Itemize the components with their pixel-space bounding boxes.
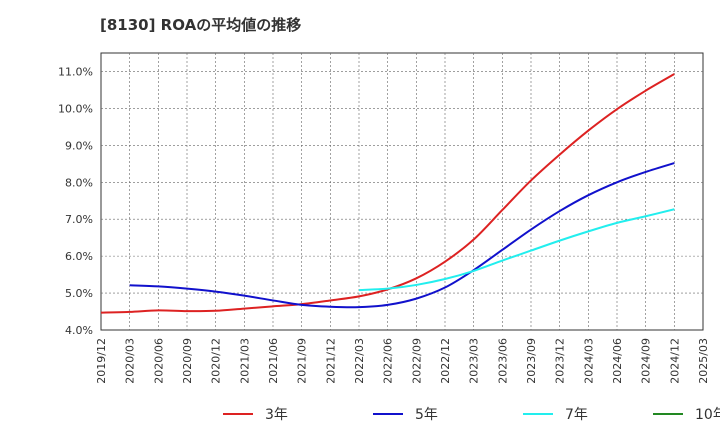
grid-lines [101, 53, 703, 330]
x-tick-label: 2022/09 [410, 338, 423, 384]
y-tick-label: 7.0% [65, 213, 93, 226]
x-tick-label: 2022/03 [353, 338, 366, 384]
x-tick-label: 2024/09 [640, 338, 653, 384]
series-lines [100, 73, 675, 314]
chart-title: [8130] ROAの平均値の推移 [100, 16, 301, 34]
x-axis: 2019/12 2020/03 2020/06 2020/09 2020/12 2021/… [95, 338, 710, 384]
legend-label: 10年 [695, 407, 720, 423]
y-tick-label: 9.0% [65, 139, 93, 152]
x-tick-label: 2021/03 [238, 338, 251, 384]
legend: 3年 5年 7年 10年 [223, 407, 720, 423]
x-tick-label: 2024/03 [582, 338, 595, 384]
y-tick-label: 11.0% [58, 65, 93, 78]
x-tick-label: 2025/03 [697, 338, 710, 384]
x-tick-label: 2021/09 [296, 338, 309, 384]
x-tick-label: 2023/12 [554, 338, 567, 384]
x-tick-label: 2024/12 [668, 338, 681, 384]
legend-label: 3年 [265, 407, 288, 423]
x-tick-label: 2020/09 [181, 338, 194, 384]
x-tick-label: 2024/06 [611, 338, 624, 384]
y-tick-label: 6.0% [65, 250, 93, 263]
x-tick-label: 2021/06 [267, 338, 280, 384]
x-tick-label: 2023/03 [468, 338, 481, 384]
y-axis: 4.0% 5.0% 6.0% 7.0% 8.0% 9.0% 10.0% 11.0% [58, 65, 93, 337]
x-tick-label: 2022/12 [439, 338, 452, 384]
series-line [358, 208, 675, 292]
y-tick-label: 4.0% [65, 324, 93, 337]
legend-label: 5年 [415, 407, 438, 423]
y-tick-label: 5.0% [65, 287, 93, 300]
x-tick-label: 2023/06 [496, 338, 509, 384]
x-tick-label: 2019/12 [95, 338, 108, 384]
x-tick-label: 2020/03 [124, 338, 137, 384]
x-tick-label: 2022/06 [382, 338, 395, 384]
x-tick-label: 2021/12 [324, 338, 337, 384]
x-tick-label: 2020/06 [152, 338, 165, 384]
series-line [129, 162, 675, 309]
legend-label: 7年 [565, 407, 588, 423]
y-tick-label: 10.0% [58, 102, 93, 115]
x-tick-label: 2023/09 [525, 338, 538, 384]
y-tick-label: 8.0% [65, 176, 93, 189]
x-tick-label: 2020/12 [210, 338, 223, 384]
